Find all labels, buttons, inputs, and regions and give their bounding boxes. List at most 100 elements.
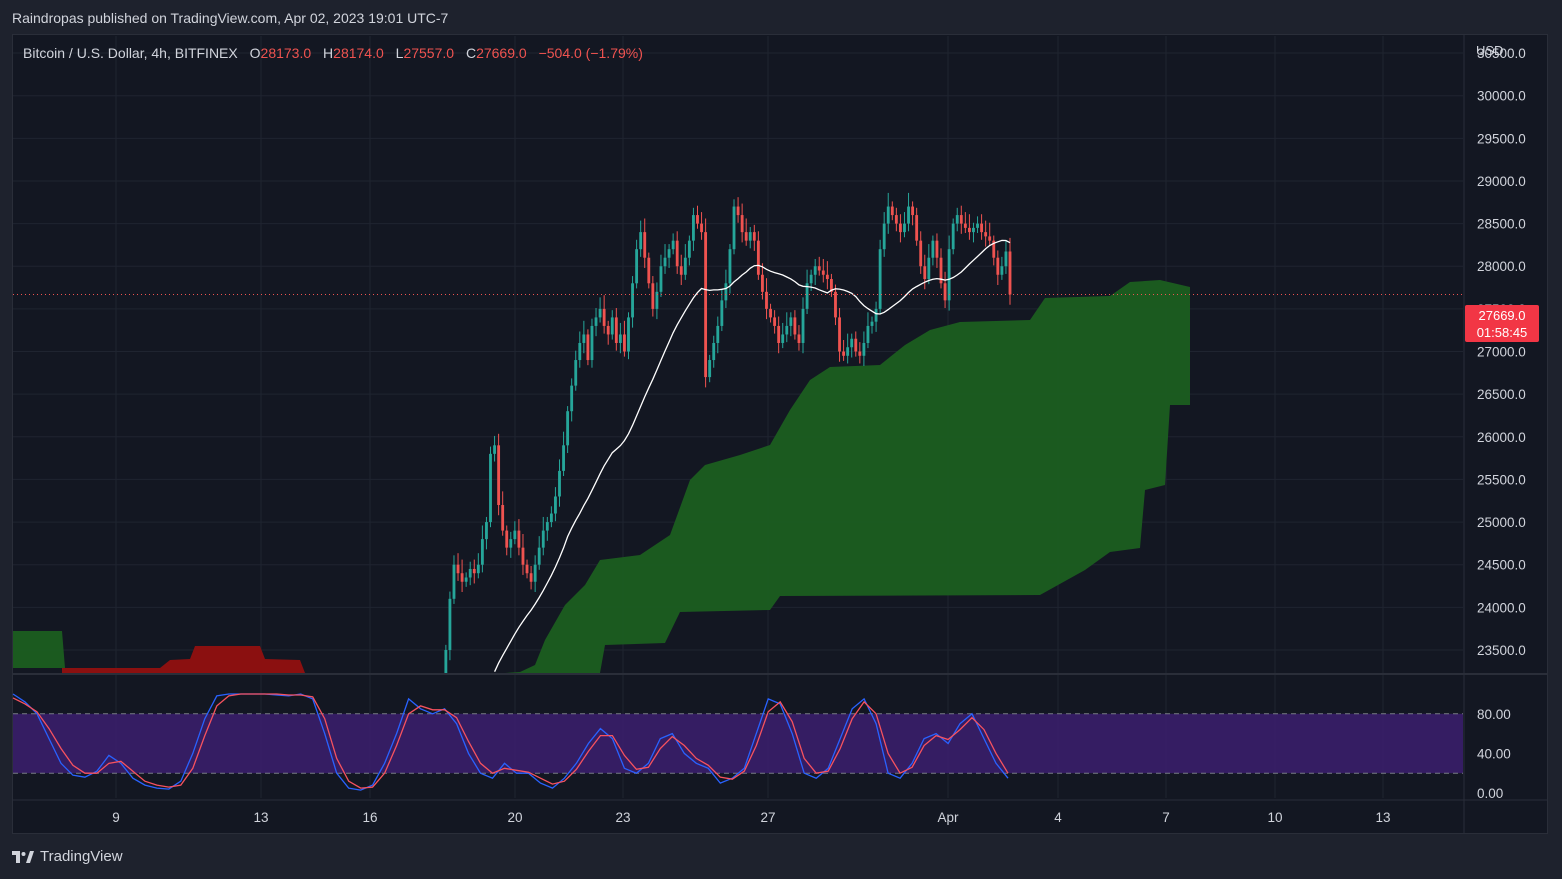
candle-body: [472, 568, 476, 574]
candle-body: [886, 206, 890, 224]
candle-body: [627, 317, 630, 352]
stoch-tick-label: 80.00: [1477, 707, 1511, 722]
candle-body: [667, 249, 671, 258]
candle-body: [821, 270, 825, 275]
candle-body: [988, 236, 992, 241]
candle-body: [854, 338, 858, 352]
candle-body: [1000, 266, 1004, 275]
candle-body: [980, 223, 984, 233]
open-label: O: [249, 45, 261, 61]
candle-body: [972, 227, 975, 233]
candle-body: [825, 274, 829, 280]
low-value: 27557.0: [403, 45, 455, 61]
candle-body: [748, 232, 752, 241]
candle-body: [797, 334, 801, 343]
candle-body: [785, 325, 789, 335]
candle-body: [651, 283, 655, 309]
price-tick-label: 23500.0: [1477, 643, 1526, 658]
candle-body: [570, 385, 574, 412]
candle-body: [874, 308, 878, 322]
price-tick-label: 24000.0: [1477, 600, 1526, 615]
candle-body: [898, 223, 902, 233]
candle-body: [456, 564, 460, 574]
candle-body: [789, 317, 793, 326]
candle-body: [724, 283, 728, 301]
candle-body: [878, 249, 882, 309]
candle-body: [480, 539, 484, 565]
candle-body: [704, 232, 708, 378]
candle-body: [992, 240, 996, 258]
candle-body: [728, 249, 732, 284]
price-axis: 23500.0 24000.0 24500.0 25000.0 25500.0 26000…: [1477, 46, 1526, 801]
candle-body: [890, 206, 894, 216]
candle-body: [643, 232, 647, 258]
candle-body: [720, 300, 724, 326]
candle-body: [951, 223, 955, 250]
close-value: 27669.0: [476, 45, 527, 61]
symbol-legend: Bitcoin / U.S. Dollar, 4h, BITFINEX O281…: [23, 45, 643, 61]
candle-body: [618, 334, 622, 343]
time-tick-label: 13: [253, 810, 268, 825]
tradingview-logo[interactable]: TradingView: [12, 848, 123, 865]
candle-body: [635, 249, 639, 284]
candle-body: [659, 266, 663, 292]
candle-body: [915, 215, 919, 241]
price-tick-label: 26000.0: [1477, 430, 1526, 445]
stoch-tick-label: 40.00: [1477, 746, 1511, 761]
publisher-caption: Raindropas published on TradingView.com,…: [12, 10, 449, 26]
candle-body: [740, 215, 744, 233]
candle-body: [967, 227, 971, 233]
candle-body: [923, 266, 927, 280]
time-tick-label: 23: [615, 810, 630, 825]
candle-body: [777, 325, 781, 343]
candle-body: [549, 513, 553, 523]
time-tick-label: 10: [1267, 810, 1282, 825]
price-tick-label: 25500.0: [1477, 472, 1526, 487]
candle-body: [590, 325, 594, 361]
candle-body: [846, 347, 850, 356]
time-tick-label: 20: [507, 810, 522, 825]
candle-body: [765, 291, 768, 309]
tradingview-logo-icon: [12, 850, 34, 863]
candle-body: [830, 279, 833, 292]
stoch-d-line: [12, 693, 1009, 789]
candle-body: [850, 338, 854, 348]
candle-body: [663, 257, 667, 267]
candle-body: [696, 215, 699, 224]
candle-body: [984, 232, 988, 237]
candle-body: [911, 206, 915, 216]
candle-body: [813, 266, 817, 275]
candle-body: [444, 649, 448, 673]
candle-body: [489, 453, 492, 523]
candle-body: [554, 496, 557, 514]
candle-body: [505, 530, 509, 548]
candle-body: [793, 317, 797, 335]
candle-body: [562, 445, 565, 471]
candle-body: [614, 317, 618, 343]
candle-body: [679, 266, 683, 275]
candle-body: [541, 530, 545, 548]
candle-body: [586, 334, 590, 361]
candle-body: [939, 257, 943, 284]
candle-body: [647, 257, 651, 284]
candle-body: [545, 522, 549, 531]
candle-body: [582, 334, 586, 343]
price-tick-label: 29500.0: [1477, 131, 1526, 146]
candle-body: [858, 351, 862, 356]
candle-body: [602, 308, 606, 326]
price-tick-label: 28000.0: [1477, 259, 1526, 274]
candle-body: [448, 598, 452, 650]
stochastic-panel: [12, 693, 1463, 791]
time-tick-label: 4: [1054, 810, 1062, 825]
stoch-band: [13, 713, 1463, 774]
price-tick-label: 24500.0: [1477, 558, 1526, 573]
candle-body: [692, 215, 695, 241]
bar-countdown: 01:58:45: [1476, 325, 1528, 340]
candle-body: [903, 223, 906, 233]
time-tick-label: 9: [112, 810, 120, 825]
time-tick-label: 27: [760, 810, 775, 825]
candle-body: [521, 547, 525, 565]
candle-body: [464, 577, 468, 582]
candle-body: [744, 232, 748, 241]
